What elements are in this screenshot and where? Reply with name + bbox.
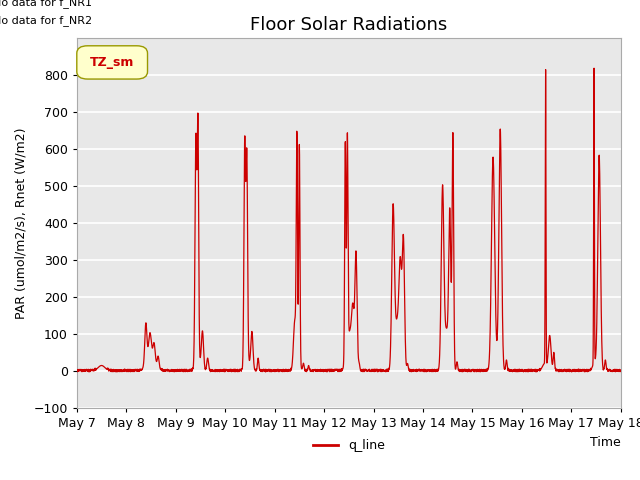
Text: TZ_sm: TZ_sm: [90, 56, 134, 69]
Title: Floor Solar Radiations: Floor Solar Radiations: [250, 16, 447, 34]
Y-axis label: PAR (umol/m2/s), Rnet (W/m2): PAR (umol/m2/s), Rnet (W/m2): [15, 128, 28, 319]
Text: No data for f_NR1: No data for f_NR1: [0, 0, 92, 8]
Text: No data for f_NR2: No data for f_NR2: [0, 15, 93, 26]
Legend: q_line: q_line: [308, 434, 390, 457]
X-axis label: Time: Time: [590, 435, 621, 449]
FancyBboxPatch shape: [77, 46, 147, 79]
